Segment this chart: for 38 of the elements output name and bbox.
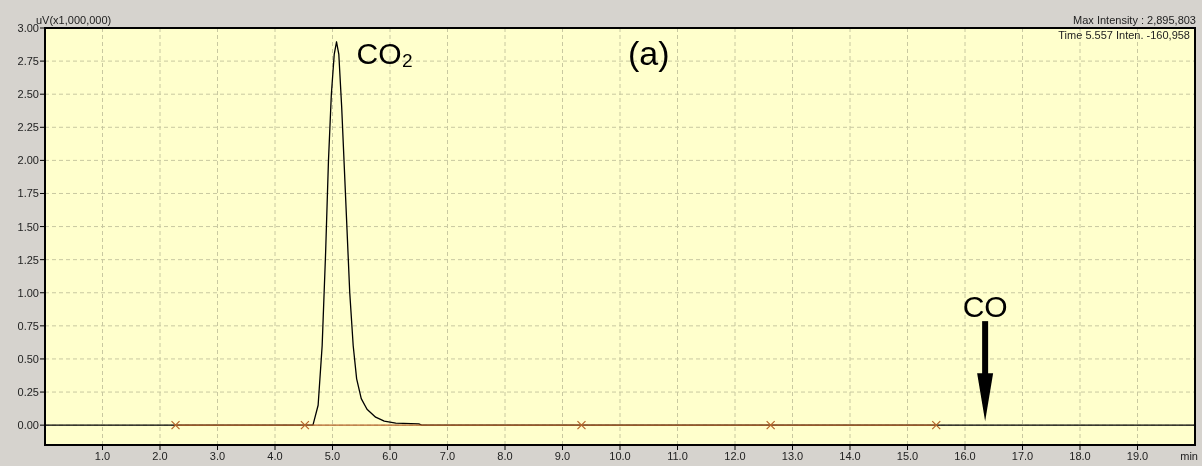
annotation: CO [962,290,1008,324]
x-tick-label: 10.0 [609,450,631,462]
y-tick-label: 2.75 [17,55,39,68]
annotation: (a) [627,34,670,73]
y-tick-label: 1.25 [17,253,39,266]
annotation: Time 5.557 Inten. -160,958 [1058,29,1190,41]
y-tick-label: 2.50 [17,88,39,101]
text: Max Intensity : 2,895,803 [1073,14,1196,26]
y-tick-label: 2.00 [17,154,39,167]
x-tick-label: 7.0 [439,450,456,462]
x-tick-label: 12.0 [724,450,746,462]
x-tick-label: 16.0 [954,450,976,462]
x-tick-label: 13.0 [781,450,804,462]
y-tick-label: 0.50 [17,352,39,365]
x-tick-label: 3.0 [209,450,226,462]
x-tick-label: 1.0 [94,450,111,462]
x-axis-title: min [1180,450,1198,462]
x-tick-label: 18.0 [1069,450,1091,462]
y-tick-label: 1.00 [17,286,39,299]
x-tick-label: 15.0 [896,450,919,462]
y-tick-label: 0.25 [17,386,39,399]
y-axis-title: uV(x1,000,000) [36,14,112,26]
x-tick-label: 17.0 [1011,450,1034,462]
x-tick-label: 4.0 [267,450,283,462]
x-tick-label: 11.0 [667,450,688,462]
x-tick-label: 9.0 [554,450,571,462]
x-tick-label: 14.0 [839,450,861,462]
x-tick-label: 6.0 [382,450,398,462]
y-tick-label: 1.75 [17,187,39,200]
x-tick-label: 8.0 [497,450,513,462]
y-tick-label: 1.50 [17,220,39,233]
x-tick-label: 19.0 [1126,450,1149,462]
x-tick-label: 2.0 [152,450,168,462]
x-tick-label: 5.0 [324,450,341,462]
y-tick-label: 0.75 [17,319,39,332]
y-tick-label: 0.00 [17,419,39,432]
y-tick-label: 2.25 [17,121,39,134]
annotation: CO₂ [356,36,414,70]
